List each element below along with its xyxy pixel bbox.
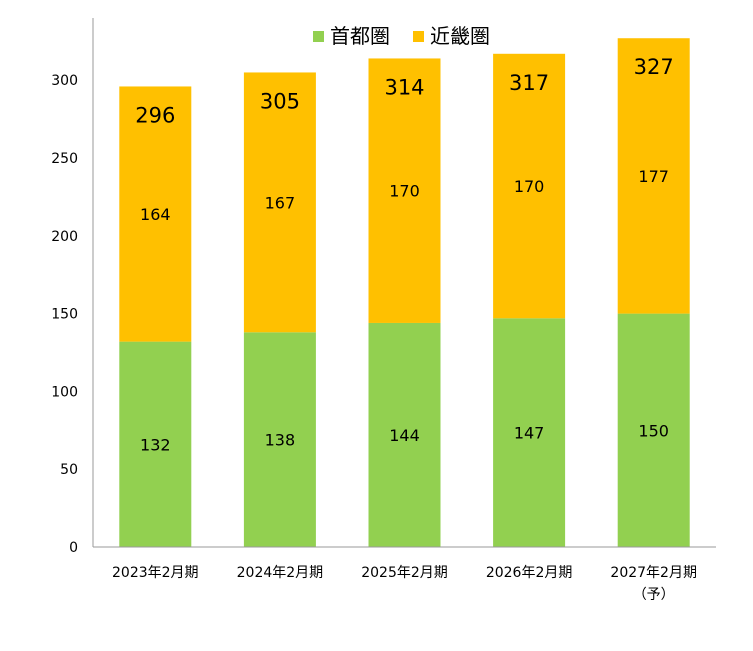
bar-kinkiken bbox=[368, 58, 441, 323]
legend-swatch bbox=[413, 31, 424, 42]
bar-shutoken bbox=[617, 313, 690, 547]
data-label: 138 bbox=[265, 431, 296, 450]
data-label: 167 bbox=[265, 193, 296, 212]
data-label: 164 bbox=[140, 205, 171, 224]
data-label: 170 bbox=[389, 182, 420, 201]
bar-kinkiken bbox=[243, 72, 316, 333]
legend-item: 首都圏 bbox=[313, 24, 390, 48]
data-label: 150 bbox=[638, 421, 669, 440]
total-label: 305 bbox=[260, 89, 300, 113]
total-label: 317 bbox=[509, 71, 549, 95]
bar-kinkiken bbox=[119, 86, 192, 342]
y-tick-label: 150 bbox=[51, 307, 78, 323]
x-tick-note: （予） bbox=[633, 587, 675, 603]
y-tick-label: 100 bbox=[51, 384, 78, 400]
total-label: 327 bbox=[634, 55, 674, 79]
data-labels: 132 164 296 138 167 305 144 170 314 147 170 317 150 1… bbox=[135, 55, 673, 454]
data-label: 177 bbox=[638, 167, 669, 186]
y-tick-label: 200 bbox=[51, 229, 78, 245]
bar-shutoken bbox=[243, 332, 316, 547]
y-tick-label: 0 bbox=[69, 540, 78, 556]
bar-kinkiken bbox=[493, 53, 566, 319]
bars bbox=[119, 38, 690, 547]
x-tick-label: 2026年2月期 bbox=[486, 565, 573, 581]
y-tick-label: 50 bbox=[60, 462, 78, 478]
data-label: 147 bbox=[514, 424, 545, 443]
legend-swatch bbox=[313, 31, 324, 42]
total-label: 296 bbox=[135, 103, 175, 127]
data-label: 132 bbox=[140, 435, 171, 454]
x-tick-label: 2024年2月期 bbox=[237, 565, 324, 581]
x-tick-label: 2027年2月期 bbox=[610, 565, 697, 581]
data-label: 144 bbox=[389, 426, 420, 445]
y-axis-ticks: 0 50 100 150 200 250 300 bbox=[51, 73, 78, 556]
x-axis-ticks: 2023年2月期 2024年2月期 2025年2月期 2026年2月期 2027年2月期… bbox=[112, 565, 697, 603]
bar-shutoken bbox=[368, 322, 441, 547]
y-tick-label: 300 bbox=[51, 73, 78, 89]
bar-kinkiken bbox=[617, 38, 690, 314]
data-label: 170 bbox=[514, 177, 545, 196]
legend-label: 首都圏 bbox=[330, 24, 390, 48]
legend: 首都圏 近畿圏 bbox=[313, 24, 490, 48]
axes bbox=[92, 18, 716, 548]
bar-shutoken bbox=[119, 341, 192, 547]
legend-item: 近畿圏 bbox=[413, 24, 490, 48]
total-label: 314 bbox=[384, 75, 424, 99]
x-tick-label: 2025年2月期 bbox=[361, 565, 448, 581]
bar-shutoken bbox=[493, 318, 566, 547]
x-tick-label: 2023年2月期 bbox=[112, 565, 199, 581]
legend-label: 近畿圏 bbox=[430, 24, 490, 48]
y-tick-label: 250 bbox=[51, 151, 78, 167]
